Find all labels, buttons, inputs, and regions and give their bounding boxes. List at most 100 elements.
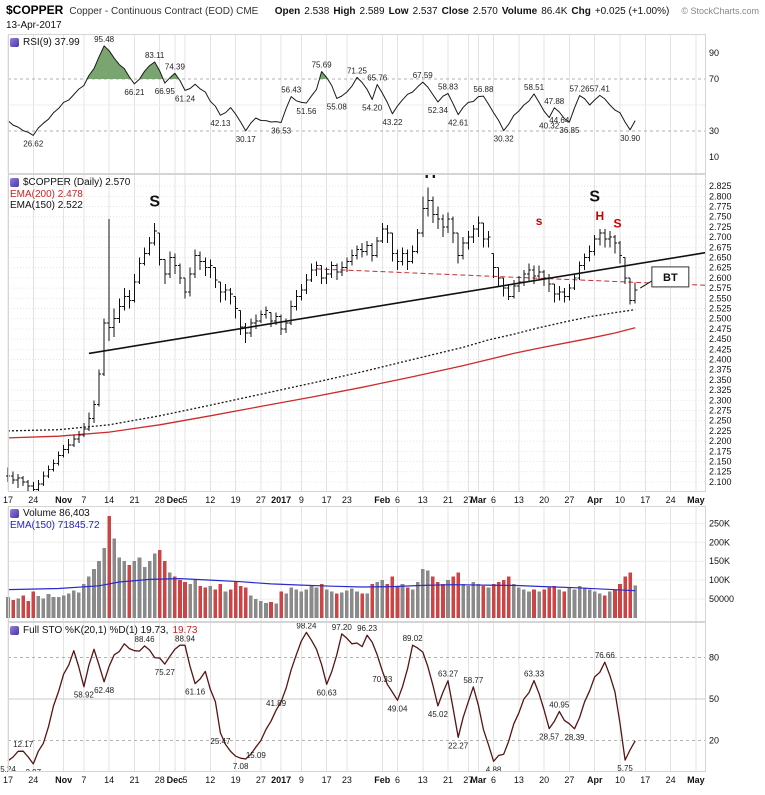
svg-text:20: 20 xyxy=(539,775,549,785)
indicator-icon xyxy=(10,509,19,518)
svg-text:2.675: 2.675 xyxy=(709,242,732,252)
svg-text:12: 12 xyxy=(205,775,215,785)
svg-text:58.51: 58.51 xyxy=(524,83,545,92)
svg-text:43.22: 43.22 xyxy=(382,118,403,127)
svg-text:17: 17 xyxy=(3,495,13,505)
low-label: Low xyxy=(388,6,409,17)
svg-text:2.250: 2.250 xyxy=(709,416,732,426)
svg-text:75.27: 75.27 xyxy=(155,668,176,677)
svg-text:100K: 100K xyxy=(709,575,730,585)
svg-text:24: 24 xyxy=(666,775,676,785)
svg-text:24: 24 xyxy=(28,495,38,505)
svg-text:30: 30 xyxy=(709,126,719,136)
sto-axis-labels: 80 50 20 xyxy=(709,653,719,746)
svg-text:Mar: Mar xyxy=(470,495,487,505)
svg-text:36.53: 36.53 xyxy=(271,127,292,136)
svg-text:2.550: 2.550 xyxy=(709,293,732,303)
svg-text:23: 23 xyxy=(342,495,352,505)
indicator-icon xyxy=(10,178,19,187)
svg-text:2.725: 2.725 xyxy=(709,222,732,232)
close-label: Close xyxy=(441,6,469,17)
svg-text:80: 80 xyxy=(709,653,719,663)
price-panel-chart: SHsSHSBT2.8252.8002.7752.7502.7252.7002.… xyxy=(5,174,732,492)
svg-text:42.61: 42.61 xyxy=(448,119,469,128)
svg-text:74.39: 74.39 xyxy=(165,62,186,71)
svg-text:2.175: 2.175 xyxy=(709,446,732,456)
svg-text:17: 17 xyxy=(322,775,332,785)
svg-text:44.64: 44.64 xyxy=(549,116,570,125)
instrument-title: Copper - Continuous Contract (EOD) CME xyxy=(69,6,259,17)
svg-text:Dec: Dec xyxy=(167,775,184,785)
svg-text:BT: BT xyxy=(663,272,678,284)
svg-text:95.48: 95.48 xyxy=(94,35,115,44)
svg-text:83.11: 83.11 xyxy=(145,51,165,60)
svg-text:2.325: 2.325 xyxy=(709,385,732,395)
ema150-legend-label: EMA(150) 2.522 xyxy=(10,200,83,211)
svg-text:H: H xyxy=(425,174,437,182)
svg-text:28.39: 28.39 xyxy=(564,733,585,742)
ema150-legend: EMA(150) 2.522 xyxy=(10,200,83,211)
svg-text:42.13: 42.13 xyxy=(210,119,231,128)
svg-text:13: 13 xyxy=(514,495,524,505)
svg-text:47.88: 47.88 xyxy=(544,97,565,106)
svg-text:2.150: 2.150 xyxy=(709,457,732,467)
svg-text:61.24: 61.24 xyxy=(175,94,196,103)
rsi-legend-label: RSI(9) 37.99 xyxy=(23,37,80,48)
svg-text:150K: 150K xyxy=(709,556,730,566)
svg-text:2017: 2017 xyxy=(271,495,291,505)
svg-text:2.400: 2.400 xyxy=(709,355,732,365)
svg-text:58.92: 58.92 xyxy=(74,691,95,700)
svg-text:9: 9 xyxy=(299,495,304,505)
rsi-axis-labels: 90 70 30 10 xyxy=(709,48,719,162)
svg-text:Nov: Nov xyxy=(55,495,72,505)
svg-text:2.225: 2.225 xyxy=(709,426,732,436)
svg-text:Dec: Dec xyxy=(167,495,184,505)
sto-legend: Full STO %K(20,1) %D(1) 19.73, 19.73 xyxy=(10,625,197,636)
bt-callout: BT xyxy=(639,266,690,289)
chart-date: 13-Apr-2017 xyxy=(6,20,62,31)
svg-text:19: 19 xyxy=(231,775,241,785)
close-value: 2.570 xyxy=(472,6,498,17)
svg-text:2.825: 2.825 xyxy=(709,181,732,191)
neckline-dashed xyxy=(316,268,707,286)
svg-text:28: 28 xyxy=(155,495,165,505)
svg-text:88.94: 88.94 xyxy=(175,634,196,643)
svg-text:51.56: 51.56 xyxy=(296,107,317,116)
price-axis-labels: 2.8252.8002.7752.7502.7252.7002.6752.650… xyxy=(709,181,732,487)
svg-text:6: 6 xyxy=(491,775,496,785)
svg-text:13: 13 xyxy=(418,495,428,505)
high-label: High xyxy=(333,6,356,17)
sto-legend-value: 19.73 xyxy=(172,625,198,636)
svg-text:45.02: 45.02 xyxy=(428,710,449,719)
ema200-line xyxy=(7,327,636,439)
svg-text:Feb: Feb xyxy=(374,775,391,785)
svg-text:28: 28 xyxy=(155,775,165,785)
svg-text:Nov: Nov xyxy=(55,775,72,785)
svg-text:27: 27 xyxy=(463,775,473,785)
svg-text:250K: 250K xyxy=(709,518,730,528)
svg-text:21: 21 xyxy=(443,775,453,785)
svg-text:24: 24 xyxy=(28,775,38,785)
svg-text:7: 7 xyxy=(81,775,86,785)
svg-text:Mar: Mar xyxy=(470,775,487,785)
svg-text:12.17: 12.17 xyxy=(13,740,34,749)
svg-text:S: S xyxy=(589,189,600,206)
volume-legend-label: Volume 86,403 xyxy=(23,508,90,519)
rsi-panel-chart: 26.62 95.48 66.21 83.11 66.95 74.39 61.24 42.13… xyxy=(7,34,719,174)
x-axis-labels: 17 24 Nov 7 14 21 28 Dec 5 12 19 27 2017 9 17 23 Feb 6 13 2… xyxy=(3,775,705,785)
svg-text:2.425: 2.425 xyxy=(709,344,732,354)
svg-text:98.24: 98.24 xyxy=(296,622,317,630)
svg-text:5: 5 xyxy=(183,495,188,505)
svg-text:58.77: 58.77 xyxy=(463,676,484,685)
svg-text:27: 27 xyxy=(256,495,266,505)
svg-text:26.62: 26.62 xyxy=(23,139,44,148)
rsi-line xyxy=(7,45,636,136)
svg-text:19: 19 xyxy=(231,495,241,505)
vertical-gridlines xyxy=(7,623,697,771)
svg-text:30.32: 30.32 xyxy=(494,135,515,144)
svg-text:27: 27 xyxy=(564,495,574,505)
svg-text:52.34: 52.34 xyxy=(428,106,449,115)
pattern-annotations: SHsSHS xyxy=(149,174,621,231)
svg-text:71.25: 71.25 xyxy=(347,66,368,75)
volume-ema-line xyxy=(7,577,636,592)
